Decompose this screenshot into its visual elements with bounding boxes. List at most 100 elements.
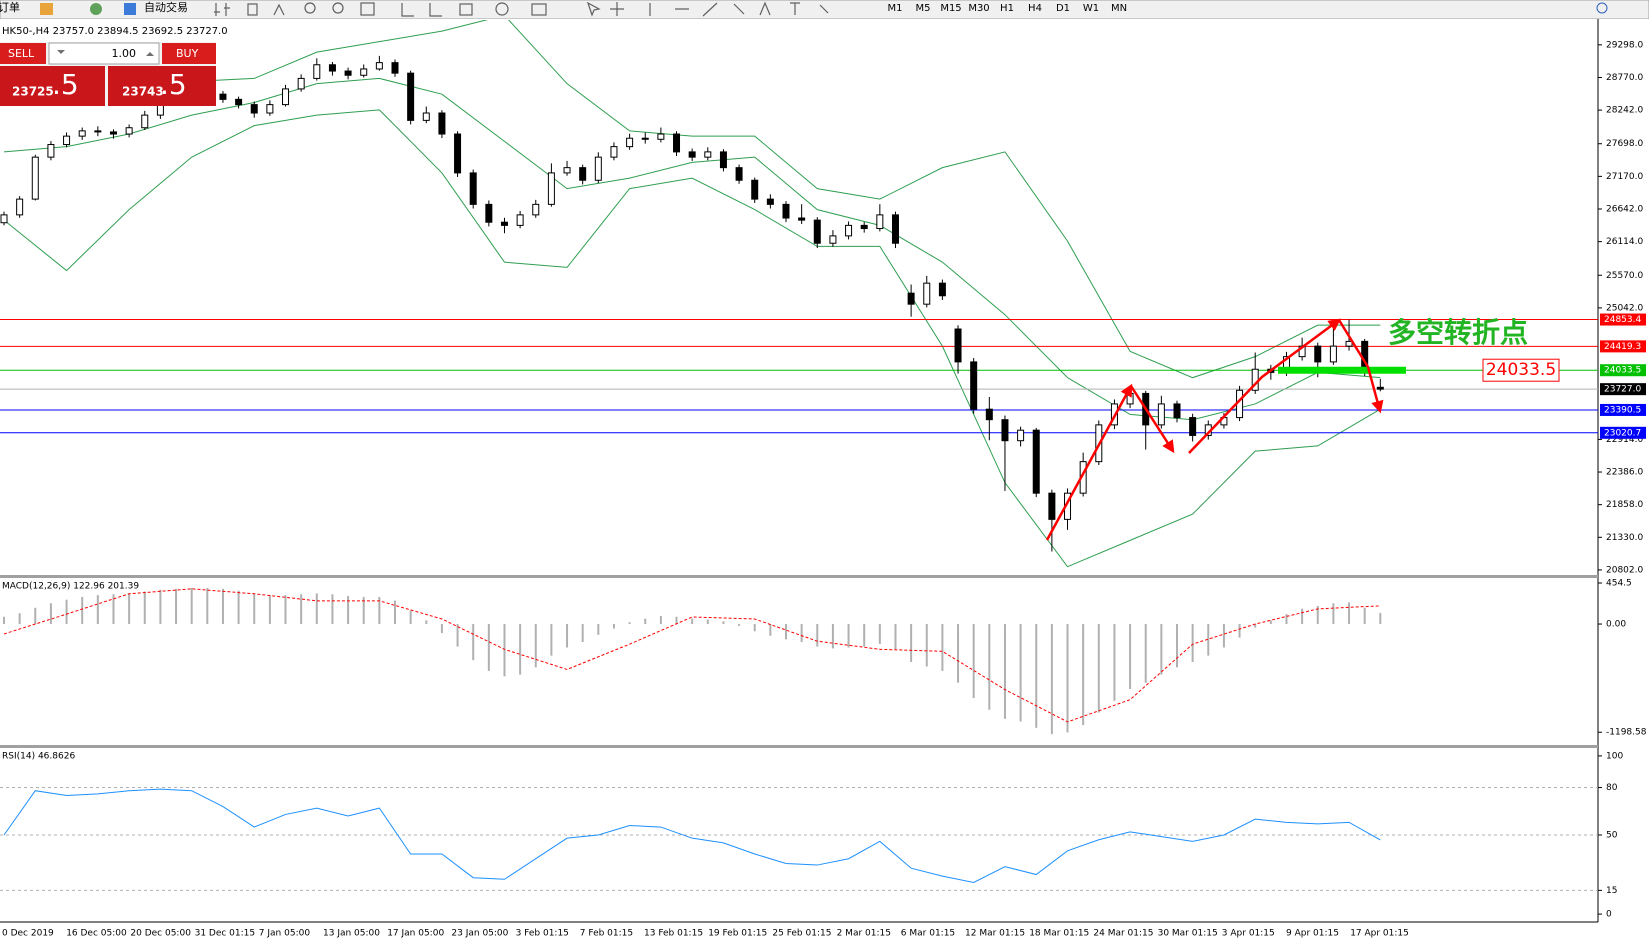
candle-body xyxy=(704,151,712,158)
x-tick-label: 9 Apr 01:15 xyxy=(1286,929,1339,939)
macd-bar xyxy=(550,624,553,656)
sell-button[interactable] xyxy=(0,43,46,64)
macd-bar xyxy=(644,618,647,625)
macd-bar xyxy=(1238,624,1241,638)
macd-bar xyxy=(221,588,224,625)
macd-bar xyxy=(3,616,5,625)
timeframe-button[interactable]: M30 xyxy=(968,3,989,14)
macd-bar xyxy=(1285,614,1288,625)
buy-fraction[interactable]: .5 xyxy=(160,68,187,101)
sell-price[interactable]: 23725 xyxy=(12,85,54,99)
y-tick-label: 27698.0 xyxy=(1606,139,1643,149)
level-label: 24419.3 xyxy=(1604,342,1641,352)
timeframe-button[interactable]: M1 xyxy=(888,3,903,14)
candle-body xyxy=(1376,386,1384,390)
macd-bar xyxy=(581,624,584,643)
macd-bar xyxy=(81,596,84,625)
x-tick-label: 23 Jan 05:00 xyxy=(451,929,508,939)
timeframe-button[interactable]: H4 xyxy=(1028,3,1042,14)
toolbar: 订单 自动交易 M1 M5 M15 M30 H1 H4 D1 W1 MN xyxy=(0,0,1649,20)
autotrading-button[interactable]: 自动交易 xyxy=(144,0,188,14)
macd-bar xyxy=(972,624,975,699)
arrow xyxy=(1188,318,1342,454)
y-tick-label: 21330.0 xyxy=(1606,533,1643,543)
overlay: HK50-,H4 23757.0 23894.5 23692.5 23727.0… xyxy=(2,26,1560,382)
candle-body xyxy=(297,77,305,90)
timeframe-button[interactable]: D1 xyxy=(1056,3,1070,14)
candle-body xyxy=(485,203,493,223)
candle-body xyxy=(735,167,743,181)
timeframe-button[interactable]: W1 xyxy=(1083,3,1099,14)
macd-bar xyxy=(925,624,928,667)
macd-bar xyxy=(957,624,960,683)
macd-bar xyxy=(18,613,21,625)
candle-body xyxy=(1017,429,1025,442)
macd-bar xyxy=(831,624,834,649)
lots-input[interactable] xyxy=(48,42,160,65)
candle-body xyxy=(282,88,290,106)
candle-body xyxy=(516,214,524,226)
macd-bar xyxy=(769,624,772,636)
candle-body xyxy=(1032,429,1040,494)
macd-bar xyxy=(96,595,99,625)
orders-button[interactable]: 订单 xyxy=(0,1,20,14)
candle-body xyxy=(360,68,368,76)
icon[interactable] xyxy=(40,3,53,15)
candle-body xyxy=(407,72,415,121)
current-price-label: 23727.0 xyxy=(1604,385,1641,395)
lots-value[interactable]: 1.00 xyxy=(112,47,137,60)
candle-body xyxy=(63,135,71,146)
spin-up[interactable] xyxy=(146,52,154,56)
buy-price-box[interactable] xyxy=(108,66,216,106)
current-price-tag xyxy=(1600,383,1646,396)
timeframe-button[interactable]: MN xyxy=(1111,3,1127,14)
macd-bar xyxy=(566,624,569,648)
candle-body xyxy=(1189,417,1197,436)
macd-bar xyxy=(1082,624,1085,726)
macd-bar xyxy=(1222,624,1225,648)
callout-box xyxy=(1482,358,1560,382)
buy-label[interactable]: BUY xyxy=(176,47,199,60)
macd-bar xyxy=(1050,624,1053,735)
icon[interactable] xyxy=(90,3,102,15)
y-tick-label: 25570.0 xyxy=(1606,271,1643,281)
macd-bar xyxy=(1097,624,1100,713)
candle-body xyxy=(31,156,39,200)
candle-body xyxy=(579,167,587,181)
candle-body xyxy=(1001,419,1009,442)
x-tick-label: 13 Feb 01:15 xyxy=(644,929,703,939)
buy-price[interactable]: 23743 xyxy=(122,85,164,99)
macd-bar xyxy=(847,624,850,648)
macd-bar xyxy=(49,603,52,625)
candle-body xyxy=(876,214,884,230)
x-tick-label: 3 Feb 01:15 xyxy=(516,929,569,939)
spin-down[interactable] xyxy=(57,50,65,54)
timeframe-button[interactable]: H1 xyxy=(1000,3,1014,14)
buy-button[interactable] xyxy=(162,43,216,64)
macd-bar xyxy=(472,624,475,661)
x-tick-label: 0 Dec 2019 xyxy=(2,929,54,939)
macd-bar xyxy=(440,624,443,634)
level-tag xyxy=(1600,426,1646,439)
x-tick-label: 17 Apr 01:15 xyxy=(1350,929,1409,939)
candle-body xyxy=(751,179,759,200)
candle-body xyxy=(657,133,665,140)
candle-body xyxy=(970,361,978,410)
candle-body xyxy=(344,70,352,76)
sell-price-box[interactable] xyxy=(0,66,105,106)
timeframe-button[interactable]: M15 xyxy=(940,3,961,14)
arrow xyxy=(1337,319,1384,414)
x-tick-label: 31 Dec 01:15 xyxy=(195,929,256,939)
icon[interactable] xyxy=(124,3,136,15)
macd-bar xyxy=(1269,620,1272,625)
sell-fraction[interactable]: .5 xyxy=(52,68,79,101)
macd-bar xyxy=(347,596,350,625)
sell-label[interactable]: SELL xyxy=(8,47,35,60)
toolbar-icons[interactable] xyxy=(214,1,829,17)
timeframe-button[interactable]: M5 xyxy=(916,3,931,14)
y-tick-label: 80 xyxy=(1606,783,1618,793)
search-icon[interactable] xyxy=(1596,2,1608,14)
candle-body xyxy=(938,282,946,297)
macd-bar xyxy=(816,624,819,647)
